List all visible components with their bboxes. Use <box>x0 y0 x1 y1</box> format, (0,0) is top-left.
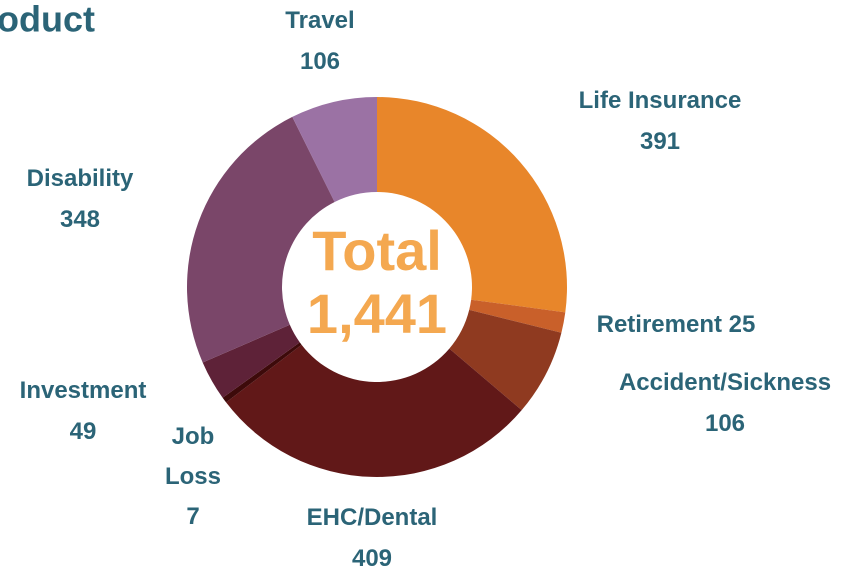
slice-label: Disability 348 <box>27 158 134 240</box>
center-label: Total <box>312 219 442 282</box>
donut <box>186 97 567 477</box>
donut-segment <box>377 97 567 313</box>
category-name: EHC/Dental <box>306 504 438 531</box>
donut-segment <box>469 299 566 333</box>
value-label: 409 <box>351 545 393 572</box>
value-label: 348 <box>59 206 101 233</box>
category-name: Accident/Sickness <box>618 369 832 396</box>
value-label: 106 <box>299 48 341 75</box>
donut-segment <box>226 344 522 477</box>
slice-label: Job Loss 7 <box>158 417 228 537</box>
slice-label: EHC/Dental 409 <box>307 497 438 579</box>
category-name: Disability <box>26 165 134 192</box>
slice-label: Investment 49 <box>20 370 147 452</box>
value-label: 391 <box>639 128 681 155</box>
slice-label: Life Insurance 391 <box>579 80 742 162</box>
donut-segment <box>449 309 562 411</box>
center-total: 1,441 <box>307 282 447 345</box>
category-name: Investment <box>19 377 147 404</box>
value-label: 106 <box>704 410 746 437</box>
donut-segment <box>186 116 335 363</box>
donut-segment <box>222 342 302 403</box>
chart-title: Product <box>0 0 95 40</box>
category-name: Retirement <box>596 311 722 338</box>
category-name: Travel <box>285 7 355 34</box>
slice-label: Travel 106 <box>285 0 354 82</box>
slice-label: Accident/Sickness 106 <box>619 362 831 444</box>
slice-label: Retirement 25 <box>597 304 756 345</box>
value-label: 49 <box>69 418 97 445</box>
category-name: Life Insurance <box>578 87 742 114</box>
donut-segment <box>202 324 300 398</box>
category-name: Job Loss <box>164 423 221 490</box>
value-label: 7 <box>186 503 200 530</box>
donut-segment <box>292 97 377 202</box>
value-label: 25 <box>728 311 756 338</box>
